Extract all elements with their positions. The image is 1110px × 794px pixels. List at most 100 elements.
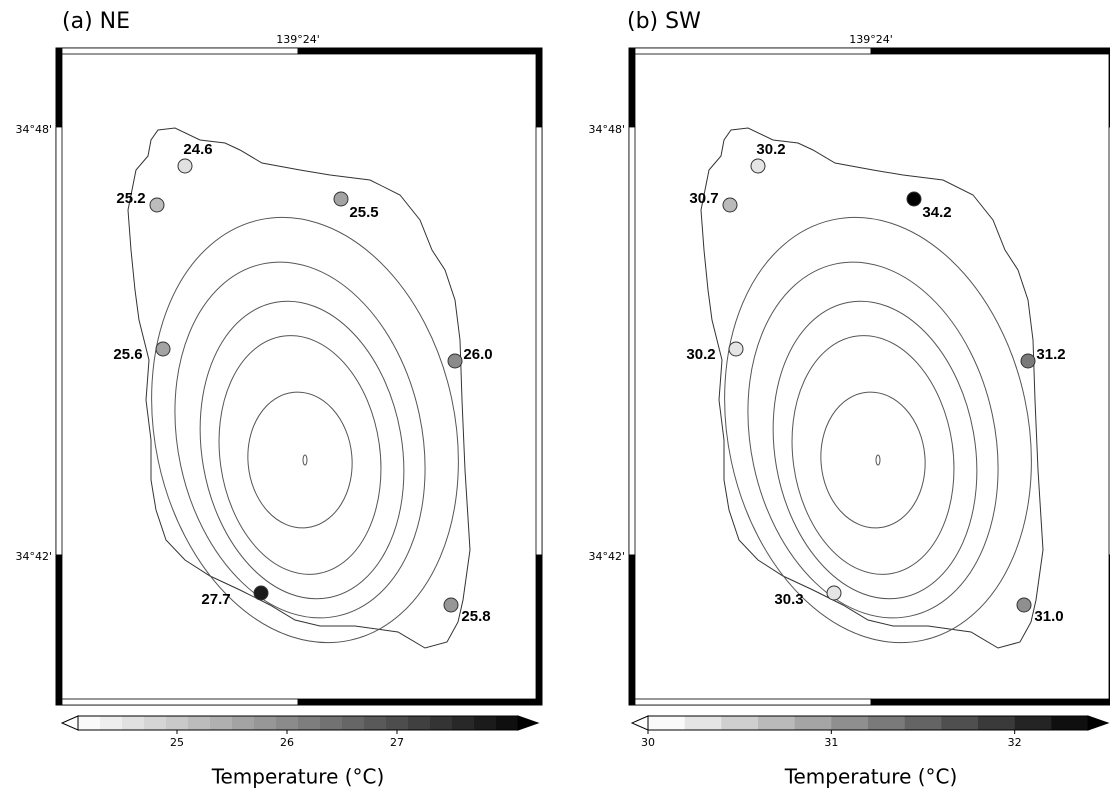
- station-marker: [253, 585, 269, 601]
- station-marker: [1020, 353, 1036, 369]
- station-value-label: 30.3: [774, 591, 803, 608]
- colorbar-tick-label: 27: [390, 736, 404, 749]
- station-value-label: 24.6: [183, 141, 212, 158]
- station-marker: [177, 158, 193, 174]
- station-value-label: 25.8: [461, 608, 490, 625]
- colorbar-segment: [496, 716, 519, 730]
- colorbar-segment: [452, 716, 475, 730]
- colorbar-segment: [122, 716, 145, 730]
- latitude-label: 34°48': [15, 123, 52, 136]
- station-marker: [906, 191, 922, 207]
- panel-title: (a) NE: [62, 9, 130, 34]
- frame-band: [535, 554, 543, 706]
- colorbar-segment: [100, 716, 123, 730]
- colorbar-segment: [188, 716, 211, 730]
- station-marker: [149, 197, 165, 213]
- colorbar-segment: [78, 716, 101, 730]
- station-marker: [333, 191, 349, 207]
- elevation-contour: [247, 391, 353, 529]
- elevation-contour: [218, 335, 382, 575]
- colorbar-tick-label: 32: [1008, 736, 1022, 749]
- frame-band: [297, 47, 543, 55]
- station-value-label: 27.7: [201, 591, 230, 608]
- colorbar-segment: [904, 716, 942, 730]
- frame-band: [628, 698, 872, 706]
- elevation-contour: [724, 216, 1032, 644]
- colorbar-under-arrow: [630, 715, 649, 731]
- frame-band: [55, 698, 299, 706]
- map-panel: (a) NE 139°24' 34°48' 34°42' 25 26 27 Temperatu…: [15, 9, 543, 789]
- frame-band: [535, 47, 543, 128]
- island-coastline: [127, 127, 471, 649]
- latitude-label: 34°42': [15, 550, 52, 563]
- station-value-label: 25.5: [349, 204, 378, 221]
- colorbar-segment: [254, 716, 277, 730]
- colorbar-label: Temperature (°C): [211, 765, 385, 789]
- colorbar-segment: [1014, 716, 1052, 730]
- colorbar-segment: [648, 716, 685, 730]
- colorbar-segment: [721, 716, 759, 730]
- station-value-label: 30.7: [689, 190, 718, 207]
- colorbar-tick-label: 31: [824, 736, 838, 749]
- colorbar-segment: [868, 716, 905, 730]
- colorbar-frame: [77, 715, 519, 731]
- colorbar-tick-label: 30: [641, 736, 655, 749]
- station-marker: [750, 158, 766, 174]
- frame-band: [870, 698, 1110, 706]
- colorbar-segment: [758, 716, 795, 730]
- colorbar-segment: [166, 716, 189, 730]
- colorbar-segment: [978, 716, 1015, 730]
- station-value-label: 30.2: [686, 346, 715, 363]
- colorbar-segment: [320, 716, 343, 730]
- station-marker: [728, 341, 744, 357]
- elevation-contour: [791, 335, 955, 575]
- frame-band: [870, 47, 1110, 55]
- latitude-label: 34°48': [588, 123, 625, 136]
- colorbar-segment: [210, 716, 233, 730]
- colorbar-segment: [298, 716, 321, 730]
- colorbar-frame: [647, 715, 1089, 731]
- station-value-label: 25.2: [116, 190, 145, 207]
- map-panel: (b) SW 139°24' 34°48' 34°42' 30 31 32 Temperatu…: [588, 9, 1110, 789]
- station-marker: [443, 597, 459, 613]
- frame-band: [297, 698, 543, 706]
- summit-contour: [875, 454, 881, 466]
- frame-band: [55, 126, 63, 556]
- elevation-contour: [199, 300, 405, 600]
- frame-band: [628, 47, 872, 55]
- latitude-label: 34°42': [588, 550, 625, 563]
- colorbar-segment: [144, 716, 167, 730]
- frame-band: [628, 47, 636, 128]
- colorbar-tick-label: 25: [170, 736, 184, 749]
- colorbar-segment: [1051, 716, 1089, 730]
- colorbar-under-arrow: [60, 715, 79, 731]
- station-value-label: 34.2: [922, 204, 951, 221]
- map-frame: [628, 47, 1110, 706]
- frame-band: [55, 554, 63, 706]
- station-marker: [826, 585, 842, 601]
- colorbar-segment: [342, 716, 365, 730]
- elevation-contour: [747, 261, 999, 619]
- colorbar-segment: [831, 716, 869, 730]
- frame-band: [55, 47, 63, 128]
- colorbar-over-arrow: [517, 715, 540, 731]
- colorbar-segment: [386, 716, 409, 730]
- longitude-label: 139°24': [849, 33, 893, 46]
- frame-band: [628, 126, 636, 556]
- summit-contour: [302, 454, 308, 466]
- colorbar-segment: [474, 716, 497, 730]
- station-value-label: 31.0: [1034, 608, 1063, 625]
- colorbar-segment: [232, 716, 255, 730]
- station-marker: [1016, 597, 1032, 613]
- frame-band: [628, 554, 636, 706]
- map-frame: [55, 47, 543, 706]
- elevation-contour: [772, 300, 978, 600]
- colorbar-segment: [276, 716, 299, 730]
- station-value-label: 26.0: [463, 346, 492, 363]
- colorbar-segment: [684, 716, 722, 730]
- frame-band: [55, 47, 299, 55]
- colorbar-segment: [794, 716, 832, 730]
- colorbar-over-arrow: [1087, 715, 1110, 731]
- colorbar-label: Temperature (°C): [784, 765, 958, 789]
